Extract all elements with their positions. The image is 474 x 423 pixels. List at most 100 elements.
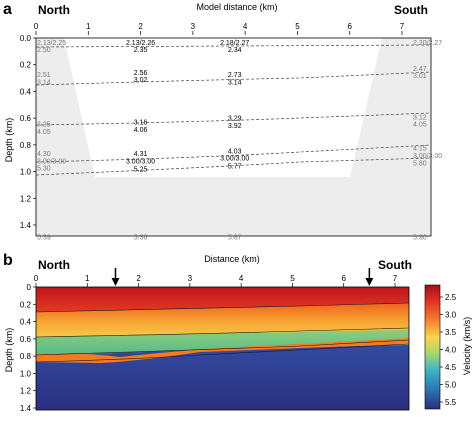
interface-line — [35, 327, 410, 338]
interface-line — [35, 112, 432, 126]
panel-a: a North South Model distance (km) Depth … — [3, 1, 442, 242]
layer-orange — [36, 303, 409, 337]
y-tick-label: 1.4 — [20, 404, 32, 413]
velocity-label: 5.80 — [413, 160, 427, 167]
velocity-label: 5.77 — [228, 164, 242, 171]
velocity-label: 4.30 — [37, 151, 51, 158]
x-tick-label: 1 — [85, 274, 90, 283]
velocity-label: 4.03 — [228, 148, 242, 155]
interface-line — [35, 44, 432, 48]
panel-a-grey-region — [36, 38, 431, 236]
panel-a-velocity-labels: 2.13/2.252.50 2.13/2.262.35 2.18/2.272.34 2… — [37, 40, 442, 241]
colorbar-tick-label: 3.5 — [445, 328, 457, 337]
colorbar — [424, 284, 441, 410]
y-tick-label: 0.2 — [20, 61, 32, 70]
panel-b-north-label: North — [38, 258, 70, 272]
velocity-label: 5.90 — [413, 235, 427, 242]
velocity-label: 3.00/3.00 — [37, 158, 66, 165]
x-tick-label: 2 — [136, 274, 141, 283]
layer-red — [36, 287, 409, 312]
velocity-label: 3.00/3.00 — [126, 158, 155, 165]
panel-a-x-ticks: 0 1 2 3 4 5 6 7 — [34, 22, 405, 35]
y-tick-label: 0.4 — [20, 318, 32, 327]
colorbar-tick-label: 5.0 — [445, 381, 457, 390]
panel-b-arrows — [111, 268, 374, 286]
velocity-label: 5.36 — [134, 235, 148, 242]
y-tick-label: 0.8 — [20, 352, 32, 361]
y-tick-label: 1.0 — [20, 369, 32, 378]
arrow-down-icon — [365, 278, 374, 286]
panel-b-south-label: South — [378, 258, 412, 272]
x-tick-label: 5 — [295, 22, 300, 31]
velocity-label: 5.39 — [37, 235, 51, 242]
panel-b-y-ticks: 0 0.2 0.4 0.6 0.8 1.0 1.2 1.4 — [20, 283, 36, 413]
velocity-label: 2.13/2.25 — [37, 40, 66, 47]
velocity-label: 2.13/2.26 — [126, 40, 155, 47]
colorbar-tick-label: 4.5 — [445, 363, 457, 372]
y-tick-label: 1.4 — [20, 221, 32, 230]
panel-a-north-label: North — [38, 3, 70, 17]
interface-line — [35, 71, 432, 86]
velocity-label: 4.05 — [413, 122, 427, 129]
panel-a-south-label: South — [394, 3, 428, 17]
velocity-label: 5.25 — [134, 166, 148, 173]
interface-line — [35, 157, 432, 176]
velocity-label: 2.18/2.27 — [220, 40, 249, 47]
velocity-label: 3.29 — [228, 116, 242, 123]
velocity-label: 2.56 — [134, 70, 148, 77]
colorbar-tick-label: 5.5 — [445, 398, 457, 407]
arrow-down-icon — [111, 278, 120, 286]
panel-a-xlabel: Model distance (km) — [196, 2, 277, 12]
panel-b-velocity-model — [35, 287, 410, 410]
y-tick-label: 0.2 — [20, 300, 32, 309]
velocity-label: 3.02 — [134, 77, 148, 84]
colorbar-ticks: 2.5 3.0 3.5 4.0 4.5 5.0 5.5 — [440, 293, 457, 407]
velocity-label: 3.01 — [413, 73, 427, 80]
y-tick-label: 0.6 — [20, 335, 32, 344]
velocity-label: 5.87 — [228, 235, 242, 242]
panel-b-xlabel: Distance (km) — [204, 254, 260, 264]
y-tick-label: 0.0 — [20, 34, 32, 43]
x-tick-label: 1 — [86, 22, 91, 31]
interface-line — [35, 302, 410, 313]
velocity-label: 3.00/3.00 — [220, 156, 249, 163]
panel-b-frame — [35, 286, 410, 411]
velocity-label: 4.15 — [413, 146, 427, 153]
panel-b-x-ticks: 0 1 2 3 4 5 6 7 — [34, 274, 398, 287]
y-tick-label: 0 — [27, 283, 32, 292]
colorbar-tick-label: 2.5 — [445, 293, 457, 302]
velocity-label: 3.12 — [413, 114, 427, 121]
panel-a-ylabel: Depth (km) — [4, 118, 14, 163]
y-tick-label: 0.6 — [20, 114, 32, 123]
panel-b-letter: b — [3, 252, 13, 269]
y-tick-label: 1.0 — [20, 168, 32, 177]
velocity-label: 3.25 — [37, 122, 51, 129]
x-tick-label: 6 — [341, 274, 346, 283]
velocity-label: 3.92 — [228, 123, 242, 130]
interface-line — [35, 343, 410, 363]
x-tick-label: 3 — [191, 22, 196, 31]
panel-a-y-ticks: 0.0 0.2 0.4 0.6 0.8 1.0 1.2 1.4 — [20, 34, 36, 230]
x-tick-label: 6 — [347, 22, 352, 31]
x-tick-label: 7 — [400, 22, 405, 31]
velocity-label: 3.00/3.00 — [413, 153, 442, 160]
y-tick-label: 1.2 — [20, 194, 32, 203]
panel-b-ylabel: Depth (km) — [4, 328, 14, 373]
x-tick-label: 5 — [290, 274, 295, 283]
colorbar-tick-label: 4.0 — [445, 346, 457, 355]
panel-b: b North South Distance (km) Depth (km) 0… — [3, 252, 472, 413]
velocity-label: 2.35 — [134, 47, 148, 54]
velocity-label: 2.50 — [37, 47, 51, 54]
x-tick-label: 2 — [138, 22, 143, 31]
interface-line — [35, 339, 410, 356]
x-tick-label: 3 — [188, 274, 193, 283]
y-tick-label: 0.8 — [20, 141, 32, 150]
x-tick-label: 4 — [239, 274, 244, 283]
velocity-label: 3.14 — [228, 80, 242, 87]
colorbar-tick-label: 3.0 — [445, 311, 457, 320]
x-tick-label: 7 — [393, 274, 398, 283]
velocity-label: 4.05 — [37, 129, 51, 136]
velocity-label: 2.20/2.27 — [413, 40, 442, 47]
y-tick-label: 1.2 — [20, 387, 32, 396]
